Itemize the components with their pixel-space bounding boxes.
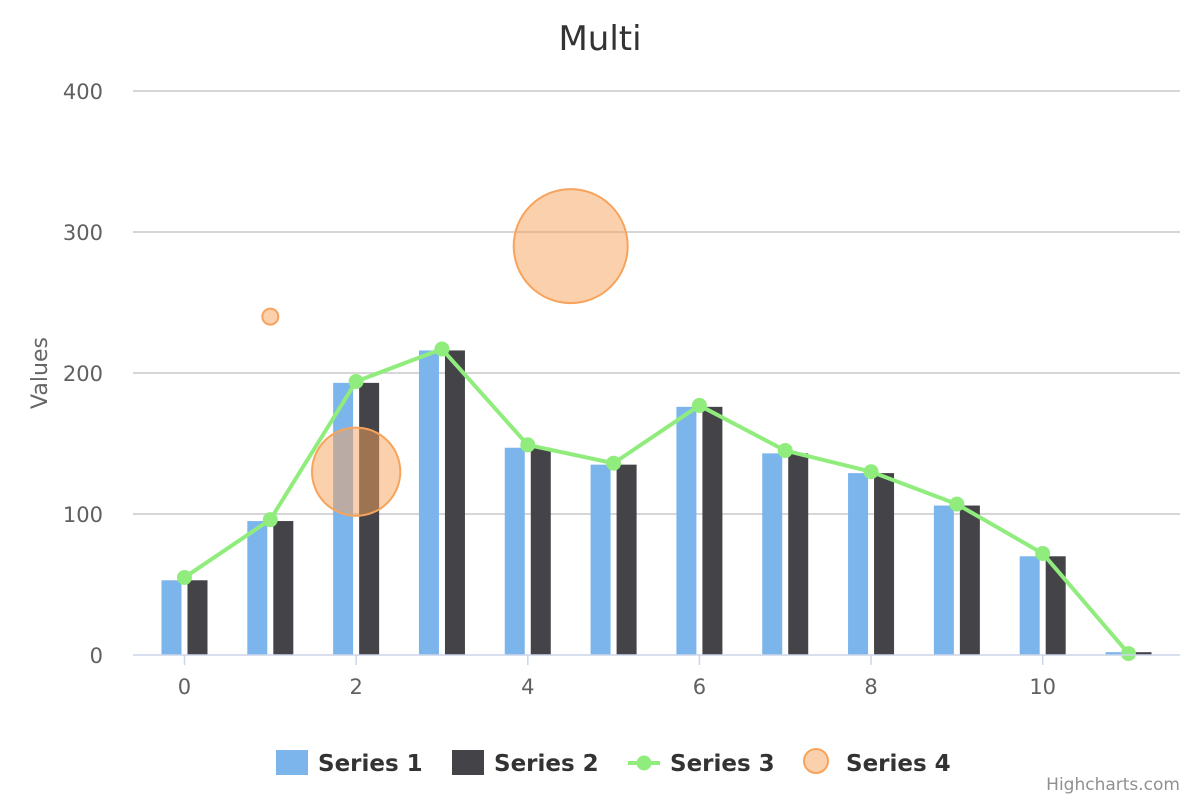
series-3-point[interactable] <box>777 443 793 459</box>
series-3-point[interactable] <box>949 496 965 512</box>
series-4-bubble[interactable] <box>512 188 629 305</box>
y-axis-label: Values <box>28 337 53 409</box>
bars <box>161 350 1152 655</box>
series-3-point[interactable] <box>1121 646 1137 662</box>
series-3-point[interactable] <box>176 569 192 585</box>
bar-series-2[interactable] <box>874 473 895 655</box>
legend: Series 1 Series 2 Series 3 Series 4 <box>276 748 951 777</box>
x-tick-label: 4 <box>521 675 534 699</box>
bar-series-1[interactable] <box>590 464 611 655</box>
bar-series-2[interactable] <box>187 580 208 655</box>
bar-series-2[interactable] <box>616 464 637 655</box>
grid-lines <box>133 90 1180 515</box>
chart-title: Multi <box>558 19 641 59</box>
bubble-series <box>261 188 629 517</box>
legend-label: Series 2 <box>494 751 599 777</box>
bar-series-1[interactable] <box>848 473 869 655</box>
bar-series-1[interactable] <box>504 447 525 655</box>
bar-series-1[interactable] <box>247 521 268 655</box>
x-tick-label: 10 <box>1029 675 1056 699</box>
series-3-point[interactable] <box>863 464 879 480</box>
y-tick-label: 0 <box>90 644 103 668</box>
bar-series-1[interactable] <box>676 406 697 655</box>
bar-series-2[interactable] <box>1045 556 1066 655</box>
bar-series-1[interactable] <box>762 453 783 655</box>
series-3-point[interactable] <box>606 455 622 471</box>
bar-series-1[interactable] <box>161 580 182 655</box>
series-3-point[interactable] <box>691 397 707 413</box>
legend-item-series-1[interactable]: Series 1 <box>276 750 423 777</box>
bar-series-1[interactable] <box>333 382 354 655</box>
bar-series-2[interactable] <box>359 382 380 655</box>
bar-series-2[interactable] <box>702 406 723 655</box>
series-3-point[interactable] <box>1035 545 1051 561</box>
legend-symbol <box>276 750 308 775</box>
legend-label: Series 4 <box>846 751 951 777</box>
y-axis-ticks: 0 100 200 300 400 <box>63 80 103 668</box>
series-4-bubble[interactable] <box>261 307 280 326</box>
line-series <box>176 341 1137 662</box>
legend-label: Series 1 <box>318 751 423 777</box>
bar-series-2[interactable] <box>444 350 465 655</box>
y-tick-label: 400 <box>63 80 103 104</box>
y-tick-label: 200 <box>63 362 103 386</box>
series-3-point[interactable] <box>262 512 278 528</box>
x-tick-label: 6 <box>693 675 706 699</box>
bar-series-2[interactable] <box>959 505 980 655</box>
bar-series-1[interactable] <box>1019 556 1040 655</box>
x-axis: 0 2 4 6 8 10 <box>133 654 1180 699</box>
x-tick-label: 0 <box>178 675 191 699</box>
x-tick-label: 2 <box>349 675 362 699</box>
legend-item-series-3[interactable]: Series 3 <box>628 751 775 777</box>
legend-label: Series 3 <box>670 751 775 777</box>
series-3-point[interactable] <box>434 341 450 357</box>
bar-series-1[interactable] <box>1105 652 1126 655</box>
bar-series-2[interactable] <box>788 453 809 655</box>
legend-symbol-marker <box>636 755 652 771</box>
y-tick-label: 100 <box>63 503 103 527</box>
y-tick-label: 300 <box>63 221 103 245</box>
legend-item-series-4[interactable]: Series 4 <box>803 748 951 777</box>
x-tick-label: 8 <box>864 675 877 699</box>
credits-link[interactable]: Highcharts.com <box>1046 775 1180 795</box>
series-4-bubble[interactable] <box>310 426 402 517</box>
bar-series-1[interactable] <box>933 505 954 655</box>
bar-series-1[interactable] <box>418 350 439 655</box>
series-3-line <box>183 347 1131 655</box>
legend-item-series-2[interactable]: Series 2 <box>452 750 599 777</box>
bar-series-2[interactable] <box>530 447 551 655</box>
legend-symbol <box>452 750 484 775</box>
series-3-point[interactable] <box>348 373 364 389</box>
bar-series-2[interactable] <box>273 521 294 655</box>
legend-symbol <box>803 748 829 774</box>
bar-series-2[interactable] <box>1131 652 1152 655</box>
series-3-point[interactable] <box>520 437 536 453</box>
